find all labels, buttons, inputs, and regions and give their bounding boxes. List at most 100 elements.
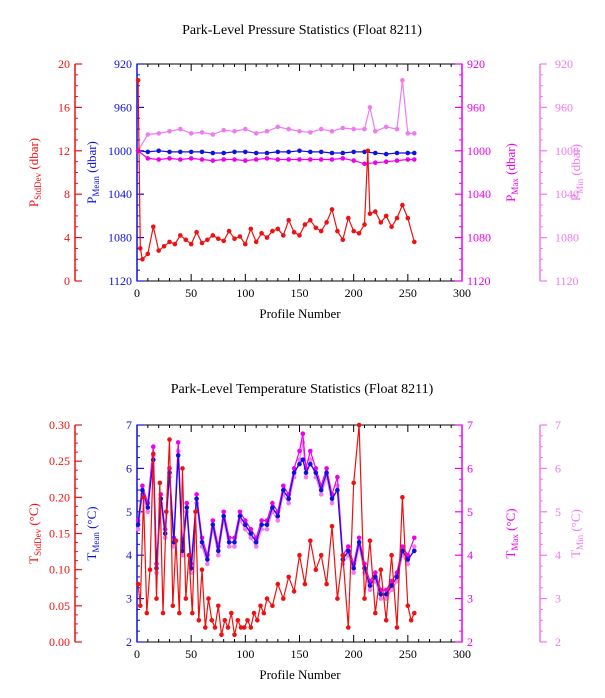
y-tick-label-sd: 0.05 bbox=[49, 599, 70, 613]
y-axis-label-sd: TStdDev (°C) bbox=[26, 503, 43, 564]
data-point-min bbox=[221, 127, 226, 133]
data-point-sd bbox=[235, 618, 241, 623]
x-tick-label: 200 bbox=[345, 286, 363, 300]
data-point-mean bbox=[373, 150, 378, 156]
data-point-min bbox=[340, 125, 346, 131]
data-point-sd bbox=[229, 610, 234, 616]
data-point-min bbox=[171, 544, 177, 549]
data-point-max bbox=[156, 157, 161, 162]
data-point-mean bbox=[291, 470, 297, 476]
data-point-min bbox=[275, 124, 281, 130]
data-point-sd bbox=[351, 480, 357, 486]
data-point-min bbox=[351, 570, 357, 575]
data-point-sd bbox=[157, 480, 163, 486]
data-point-min bbox=[167, 129, 172, 134]
data-point-mean bbox=[205, 557, 210, 562]
y-tick-label-sd: 0.30 bbox=[49, 418, 70, 432]
y-tick-label-max: 2 bbox=[467, 635, 473, 649]
y-tick-label-min: 1120 bbox=[555, 274, 579, 288]
y-tick-label-min: 1080 bbox=[555, 231, 579, 245]
data-point-min bbox=[248, 535, 254, 541]
data-point-sd bbox=[154, 596, 159, 601]
data-point-min bbox=[412, 544, 417, 549]
y-tick-label-sd: 0.10 bbox=[49, 563, 70, 577]
chart-title: Park-Level Pressure Statistics (Float 82… bbox=[182, 23, 422, 38]
data-point-max bbox=[351, 158, 357, 163]
data-point-max bbox=[324, 466, 329, 471]
data-point-max bbox=[259, 518, 264, 523]
data-point-max bbox=[373, 160, 378, 165]
x-tick-label: 250 bbox=[399, 286, 417, 300]
data-point-sd bbox=[232, 632, 237, 638]
data-point-sd bbox=[194, 229, 199, 235]
data-point-max bbox=[135, 148, 141, 154]
data-point-mean bbox=[178, 149, 183, 155]
data-point-min bbox=[394, 578, 400, 584]
data-point-sd bbox=[190, 610, 195, 616]
data-point-max bbox=[335, 474, 340, 480]
data-point-mean bbox=[275, 149, 281, 155]
data-point-mean bbox=[156, 148, 161, 154]
data-point-sd bbox=[221, 238, 226, 244]
data-point-mean bbox=[405, 150, 411, 156]
data-point-max bbox=[253, 157, 259, 162]
data-point-max bbox=[140, 483, 145, 489]
y-tick-label-min: 5 bbox=[555, 505, 561, 519]
data-point-max bbox=[184, 500, 190, 506]
x-tick-label: 100 bbox=[236, 286, 254, 300]
data-point-mean bbox=[221, 513, 226, 519]
y-axes: 0.00 0.05 0.10 0.15 0.20 0.25 0.30 TStdDev (°C)… bbox=[26, 418, 585, 649]
data-point-mean bbox=[145, 505, 151, 510]
data-point-mean bbox=[259, 522, 264, 528]
data-point-min bbox=[264, 526, 270, 532]
data-point-min bbox=[226, 544, 232, 549]
data-point-mean bbox=[232, 539, 237, 545]
y-tick-label-sd: 8 bbox=[64, 187, 70, 201]
data-point-sd bbox=[140, 257, 145, 262]
data-point-sd bbox=[270, 603, 275, 609]
x-axis-label: Profile Number bbox=[259, 306, 341, 321]
data-point-min bbox=[362, 126, 367, 132]
data-point-sd bbox=[346, 625, 351, 630]
data-point-sd bbox=[362, 222, 367, 227]
data-point-sd bbox=[373, 209, 378, 214]
data-point-sd bbox=[199, 240, 205, 246]
data-point-sd bbox=[226, 228, 232, 234]
data-point-sd bbox=[147, 567, 153, 572]
data-point-max bbox=[389, 578, 394, 584]
data-point-sd bbox=[188, 241, 194, 247]
data-point-sd bbox=[178, 233, 183, 238]
data-point-sd bbox=[340, 237, 346, 243]
data-point-sd bbox=[216, 236, 221, 241]
data-point-sd bbox=[243, 241, 248, 247]
data-point-sd bbox=[313, 225, 319, 231]
data-point-sd bbox=[275, 581, 281, 587]
data-point-min bbox=[178, 126, 183, 132]
data-point-max bbox=[221, 157, 226, 162]
data-point-max bbox=[221, 509, 226, 515]
data-point-mean bbox=[180, 548, 185, 554]
data-point-sd bbox=[237, 234, 243, 239]
data-point-mean bbox=[351, 149, 357, 155]
data-point-sd bbox=[378, 567, 384, 572]
data-point-sd bbox=[164, 509, 169, 515]
data-point-min bbox=[253, 544, 259, 549]
data-point-sd bbox=[340, 552, 346, 558]
data-point-mean bbox=[394, 150, 400, 156]
y-axis-label-max: PMax (dbar) bbox=[503, 143, 520, 202]
data-point-sd bbox=[367, 211, 373, 216]
y-tick-label-min: 4 bbox=[555, 548, 561, 562]
data-point-sd bbox=[225, 625, 231, 630]
data-point-mean bbox=[329, 496, 335, 502]
data-point-sd bbox=[378, 220, 384, 225]
data-point-max bbox=[210, 158, 216, 163]
data-point-sd bbox=[335, 596, 340, 601]
y-tick-label-mean: 960 bbox=[114, 100, 132, 114]
data-point-min bbox=[232, 129, 237, 134]
data-point-min bbox=[367, 587, 373, 593]
y-tick-label-sd: 0.00 bbox=[49, 635, 70, 649]
data-point-min bbox=[188, 131, 194, 136]
y-tick-label-max: 960 bbox=[467, 100, 485, 114]
data-point-max bbox=[275, 157, 281, 162]
data-point-mean bbox=[275, 513, 281, 519]
